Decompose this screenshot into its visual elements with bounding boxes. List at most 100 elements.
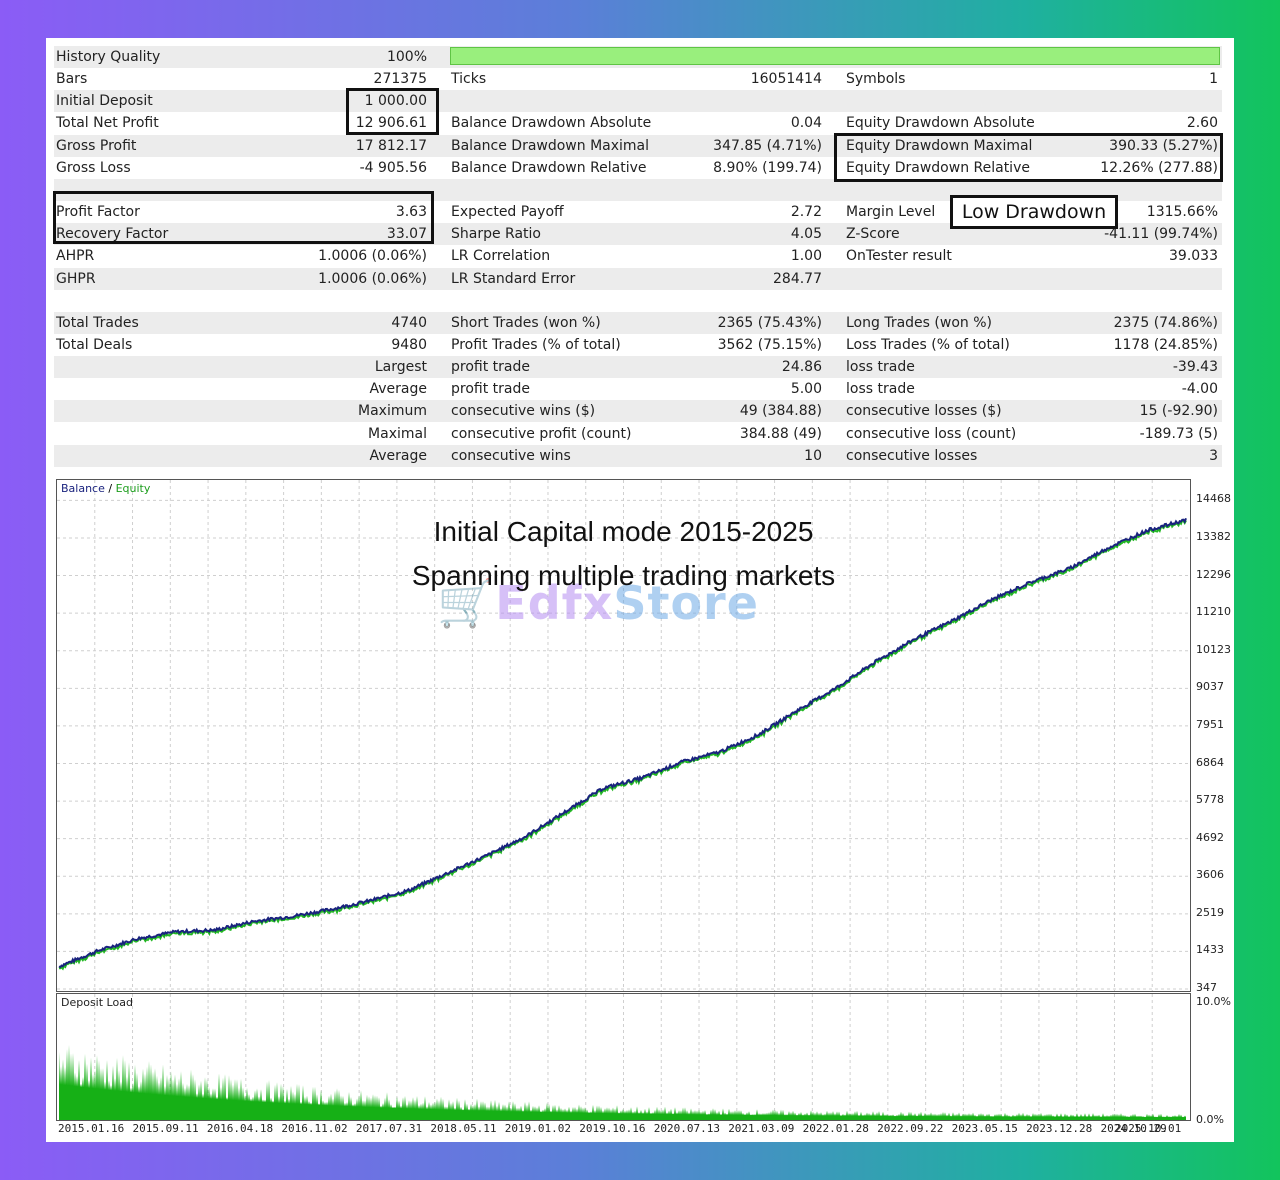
watermark-logo: 🛒EdfxStore [437, 576, 759, 630]
stat-value: 33.07 [386, 226, 427, 243]
stat-value: 347.85 (4.71%) [713, 137, 822, 154]
y-tick-label: 1433 [1196, 943, 1224, 957]
stat-value: 1315.66% [1146, 204, 1218, 221]
stat-label: Recovery Factor [56, 226, 169, 243]
stat-label: consecutive wins ($) [451, 403, 596, 420]
stat-label: LR Standard Error [451, 270, 576, 287]
stats-row [54, 290, 1222, 312]
deposit-load-area [59, 1044, 1186, 1120]
x-tick-label: 2015.09.11 [132, 1122, 199, 1135]
stats-row: Total Net Profit 12 906.61 Balance Drawdow… [54, 112, 1222, 134]
stats-row [54, 178, 1222, 201]
stats-row: Maximum consecutive wins ($) 49 (384.88) co… [54, 400, 1222, 423]
y-tick-label: 7951 [1196, 717, 1224, 731]
stat-label: Ticks [451, 71, 487, 88]
stat-value: 1 000.00 [364, 93, 427, 110]
x-tick-label: 2024.10.29 [1100, 1122, 1167, 1135]
stats-row: Total Deals 9480 Profit Trades (% of total… [54, 334, 1222, 356]
stat-value: 3.63 [395, 204, 427, 221]
stat-value: 384.88 (49) [739, 425, 822, 442]
stat-label: Equity Drawdown Relative [846, 159, 1030, 176]
stat-label: Z-Score [846, 226, 900, 243]
x-tick-label: 2019.01.02 [504, 1122, 572, 1135]
stat-value: Average [369, 447, 428, 464]
stat-label: Gross Loss [56, 159, 131, 176]
x-tick-label: 2020.07.13 [653, 1122, 720, 1135]
stat-value: 1.0006 (0.06%) [318, 270, 427, 287]
stats-row: Average consecutive wins 10 consecutive los… [54, 444, 1222, 467]
stat-label: Total Deals [56, 336, 133, 353]
load-min-label: 0.0% [1196, 1113, 1224, 1126]
stat-value: 16051414 [750, 71, 822, 88]
stat-value: 39.033 [1169, 248, 1218, 265]
stat-label: LR Correlation [451, 248, 551, 265]
stat-value: 2.72 [790, 204, 822, 221]
stat-value: 3 [1209, 447, 1218, 464]
y-tick-label: 2519 [1196, 905, 1224, 919]
stat-value: 2375 (74.86%) [1113, 314, 1218, 331]
load-max-label: 10.0% [1196, 995, 1231, 1008]
stat-value: 1 [1209, 71, 1218, 88]
stat-value: -4 905.56 [359, 159, 427, 176]
stat-value: -39.43 [1172, 359, 1218, 376]
stat-label: GHPR [56, 270, 96, 287]
stat-value: 49 (384.88) [739, 403, 822, 420]
stat-value: Largest [374, 359, 427, 376]
stat-value: 4.05 [790, 226, 822, 243]
stat-value: Average [369, 381, 428, 398]
x-tick-label: 2025.10.01 [1115, 1122, 1182, 1135]
legend-balance: Balance [61, 482, 105, 495]
stats-row: Initial Deposit 1 000.00 [54, 90, 1222, 113]
stat-value: Maximal [368, 425, 427, 442]
stat-value: 9480 [391, 336, 427, 353]
stat-label: Long Trades (won %) [846, 314, 992, 331]
overlay-title: Initial Capital mode 2015-2025 [433, 516, 814, 547]
low-drawdown-label: Low Drawdown [950, 195, 1118, 229]
x-axis: 2015.01.16 2015.09.11 2016.04.18 2016.11.02… [56, 1120, 1234, 1140]
x-tick-label: 2017.07.31 [355, 1122, 423, 1135]
y-tick-label: 347 [1196, 981, 1217, 994]
stat-value: 2.60 [1186, 115, 1218, 132]
stat-label: Balance Drawdown Absolute [451, 115, 652, 132]
stat-value: 4740 [391, 314, 427, 331]
stats-row: Recovery Factor 33.07 Sharpe Ratio 4.05 Z-Sc… [54, 223, 1222, 246]
stat-label: OnTester result [846, 248, 952, 265]
y-tick-label: 12296 [1196, 567, 1231, 581]
stat-label: Short Trades (won %) [451, 314, 601, 331]
legend-equity: Equity [115, 482, 151, 495]
x-tick-label: 2016.11.02 [281, 1122, 348, 1135]
y-tick-label: 5778 [1196, 793, 1224, 807]
stat-label: Bars [56, 71, 88, 88]
stat-label: loss trade [846, 381, 915, 398]
stat-value: 1.00 [790, 248, 822, 265]
stat-value: 0.04 [790, 115, 822, 132]
stat-value: Maximum [358, 403, 427, 420]
stats-row: AHPR 1.0006 (0.06%) LR Correlation 1.00 OnTe… [54, 245, 1222, 267]
stat-label: consecutive losses ($) [846, 403, 1002, 420]
x-tick-label: 2016.04.18 [206, 1122, 274, 1135]
x-tick-label: 2022.09.22 [877, 1122, 944, 1135]
chart-legend: Balance / Equity [61, 482, 150, 495]
stat-value: 271375 [373, 71, 427, 88]
stat-label: Total Trades [56, 314, 139, 331]
stat-label: Gross Profit [56, 137, 137, 154]
y-axis: 347 1433 2519 3606 4692 5778 6864 7951 9037 10123… [1192, 479, 1234, 1139]
stat-value: 390.33 (5.27%) [1109, 137, 1218, 154]
x-tick-label: 2023.12.28 [1026, 1122, 1093, 1135]
stat-value: 1178 (24.85%) [1113, 336, 1218, 353]
stat-value: -41.11 (99.74%) [1104, 226, 1218, 243]
stat-label: History Quality [56, 49, 161, 65]
stat-value: 100% [386, 49, 427, 65]
stat-label: Balance Drawdown Relative [451, 159, 647, 176]
stat-label: consecutive profit (count) [451, 425, 632, 442]
y-tick-label: 6864 [1196, 755, 1224, 769]
stat-label: Sharpe Ratio [451, 226, 541, 243]
x-tick-label: 2015.01.16 [58, 1122, 125, 1135]
stats-row: Gross Loss -4 905.56 Balance Drawdown Rela… [54, 157, 1222, 179]
x-tick-label: 2023.05.15 [951, 1122, 1018, 1135]
y-tick-label: 3606 [1196, 868, 1224, 882]
stat-value: -4.00 [1181, 381, 1218, 398]
stat-label: Margin Level [846, 204, 936, 221]
stats-row: Maximal consecutive profit (count) 384.88 … [54, 423, 1222, 445]
stat-value: 8.90% (199.74) [713, 159, 822, 176]
